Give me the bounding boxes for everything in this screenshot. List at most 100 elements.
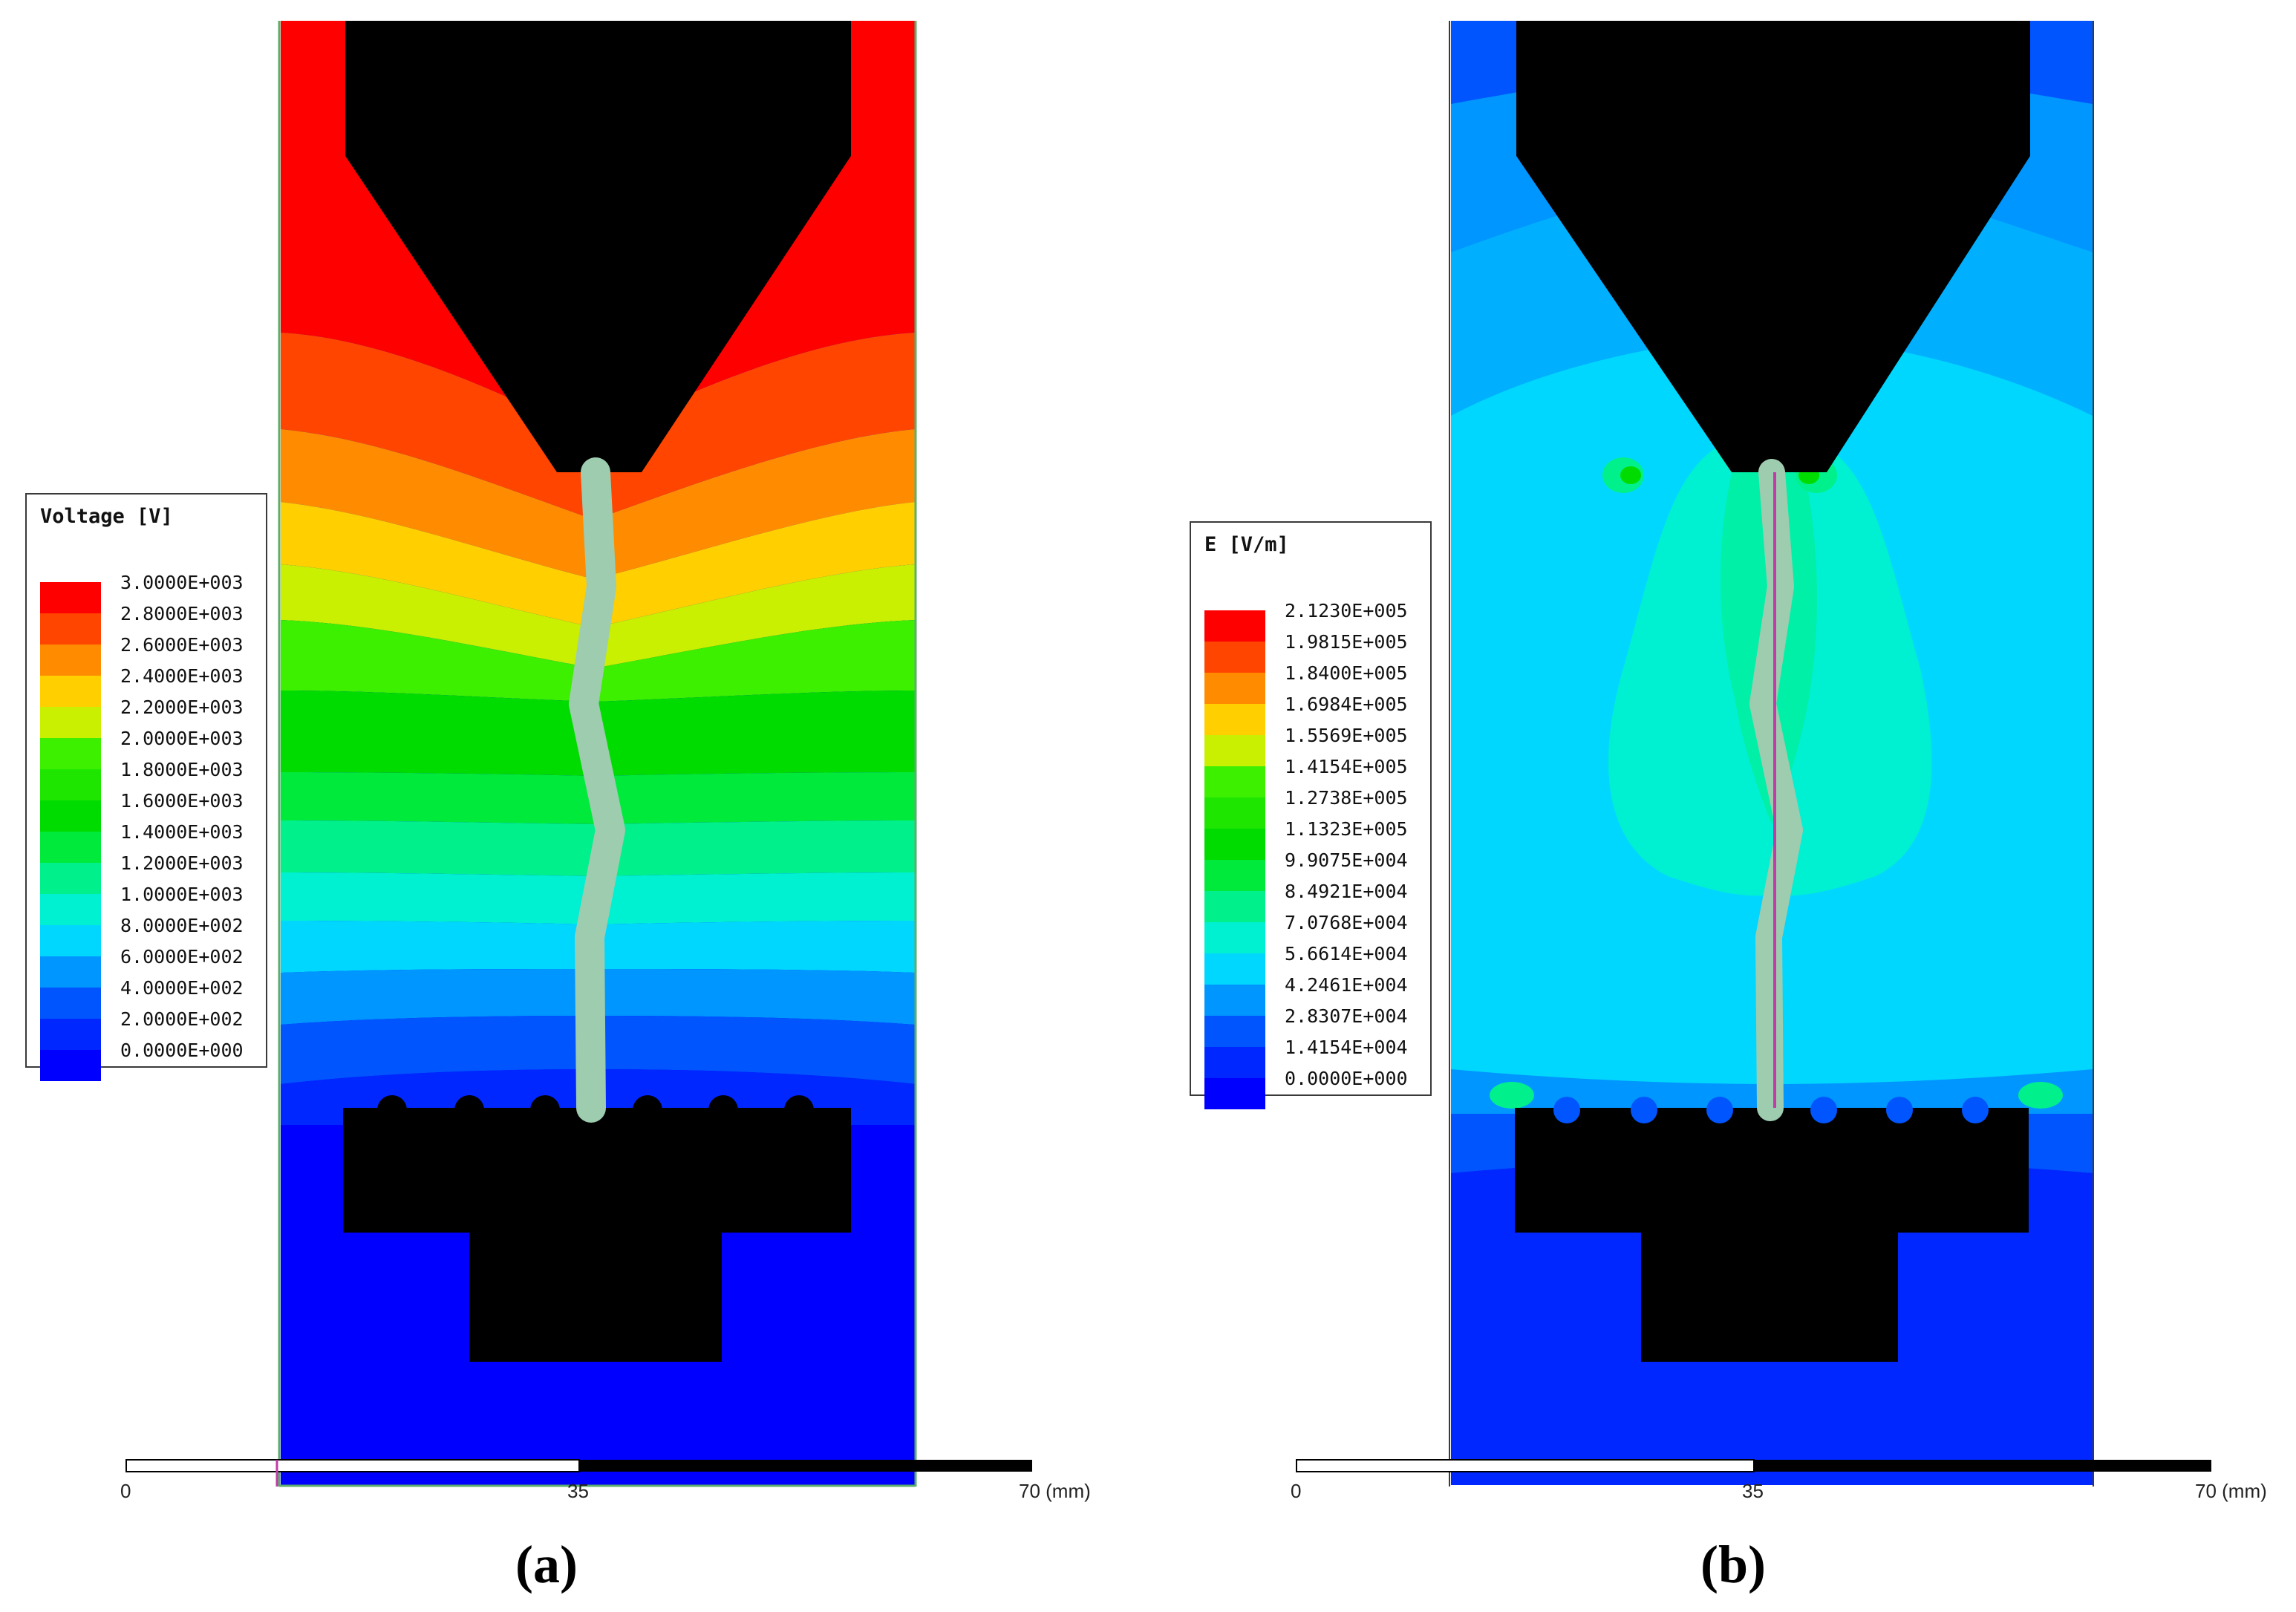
legend-row: 4.2461E+004 <box>1204 976 1427 1016</box>
legend-value: 1.0000E+003 <box>120 884 244 905</box>
legend-value: 2.0000E+002 <box>120 1008 244 1030</box>
legend-swatch <box>1204 610 1265 642</box>
discharge-channel <box>569 457 625 1123</box>
legend-row: 1.1323E+005 <box>1204 820 1427 860</box>
legend-value: 2.8000E+003 <box>120 603 244 624</box>
legend-swatch <box>40 707 101 738</box>
legend-row: 2.8307E+004 <box>1204 1007 1427 1047</box>
legend-value: 1.8400E+005 <box>1285 662 1408 684</box>
legend-value: 4.2461E+004 <box>1285 974 1408 996</box>
legend-swatch <box>40 1050 101 1081</box>
legend-swatch <box>40 832 101 863</box>
scale-tick-mid: 35 <box>1742 1480 1764 1502</box>
legend-swatch <box>40 676 101 707</box>
legend-value: 2.0000E+003 <box>120 728 244 749</box>
legend-row: 1.4154E+005 <box>1204 757 1427 797</box>
legend-row: 6.0000E+002 <box>40 947 263 988</box>
legend-row: 7.0768E+004 <box>1204 913 1427 953</box>
legend-row: 4.0000E+002 <box>40 979 263 1019</box>
legend-value: 5.6614E+004 <box>1285 943 1408 965</box>
legend-swatch <box>1204 829 1265 860</box>
legend-swatch <box>1204 891 1265 922</box>
legend-row: 2.2000E+003 <box>40 698 263 738</box>
legend-row: 8.0000E+002 <box>40 916 263 956</box>
legend-row: 1.9815E+005 <box>1204 633 1427 673</box>
legend-swatch <box>1204 673 1265 704</box>
legend-value: 1.2738E+005 <box>1285 787 1408 809</box>
legend-value: 9.9075E+004 <box>1285 849 1408 871</box>
voltage-field-plot <box>125 21 1032 1487</box>
legend-row: 1.4000E+003 <box>40 823 263 863</box>
legend-value: 1.4000E+003 <box>120 821 244 843</box>
legend-swatch <box>1204 922 1265 953</box>
legend-row: 3.0000E+003 <box>40 573 263 613</box>
legend-value: 1.9815E+005 <box>1285 631 1408 653</box>
legend-swatch <box>1204 735 1265 766</box>
legend-swatch <box>1204 1047 1265 1078</box>
legend-row: 2.1230E+005 <box>1204 601 1427 642</box>
legend-value: 2.4000E+003 <box>120 665 244 687</box>
legend-swatch <box>1204 642 1265 673</box>
legend-row: 1.8400E+005 <box>1204 664 1427 704</box>
legend-swatch <box>40 769 101 800</box>
legend-swatch <box>40 800 101 832</box>
bottom-electrode <box>1515 1108 2029 1362</box>
legend-swatch <box>40 894 101 925</box>
legend-swatch <box>1204 704 1265 735</box>
legend-row: 2.6000E+003 <box>40 636 263 676</box>
legend-row: 1.6000E+003 <box>40 792 263 832</box>
legend-swatch <box>40 582 101 613</box>
legend-swatch <box>40 956 101 988</box>
legend-swatch <box>1204 766 1265 797</box>
legend-value: 0.0000E+000 <box>120 1040 244 1061</box>
legend-swatch <box>40 645 101 676</box>
legend-swatch <box>1204 953 1265 985</box>
cone-electrode <box>1516 21 2030 472</box>
panel-voltage: Voltage [V] 3.0000E+003 2.8000E+003 2.6000… <box>25 21 1091 1594</box>
legend-value: 1.8000E+003 <box>120 759 244 780</box>
legend-row: 1.4154E+004 <box>1204 1038 1427 1078</box>
legend-row: 1.5569E+005 <box>1204 726 1427 766</box>
cone-electrode <box>345 21 851 472</box>
efield-legend: E [V/m] 2.1230E+005 1.9815E+005 1.8400E+00… <box>1190 521 1432 1109</box>
legend-rows: 3.0000E+003 2.8000E+003 2.6000E+003 2.4000E… <box>40 573 263 1087</box>
legend-row: 0.0000E+000 <box>40 1041 263 1081</box>
panel-caption: (b) <box>1700 1535 1766 1594</box>
legend-value: 2.8307E+004 <box>1285 1005 1408 1027</box>
legend-row: 5.6614E+004 <box>1204 944 1427 985</box>
legend-value: 0.0000E+000 <box>1285 1068 1408 1089</box>
legend-row: 1.2738E+005 <box>1204 789 1427 829</box>
legend-rows: 2.1230E+005 1.9815E+005 1.8400E+005 1.6984E… <box>1204 601 1427 1115</box>
legend-swatch <box>40 863 101 894</box>
legend-value: 1.5569E+005 <box>1285 725 1408 746</box>
legend-value: 1.2000E+003 <box>120 852 244 874</box>
legend-value: 4.0000E+002 <box>120 977 244 999</box>
legend-row: 1.6984E+005 <box>1204 695 1427 735</box>
legend-value: 8.4921E+004 <box>1285 881 1408 902</box>
legend-row: 2.4000E+003 <box>40 667 263 707</box>
legend-swatch <box>1204 797 1265 829</box>
legend-row: 0.0000E+000 <box>1204 1069 1427 1109</box>
voltage-legend: Voltage [V] 3.0000E+003 2.8000E+003 2.6000… <box>25 493 267 1081</box>
panel-electric-field: E [V/m] 2.1230E+005 1.9815E+005 1.8400E+00… <box>1148 0 2296 1612</box>
legend-row: 2.8000E+003 <box>40 604 263 645</box>
legend-value: 7.0768E+004 <box>1285 912 1408 933</box>
legend-value: 1.4154E+004 <box>1285 1037 1408 1058</box>
legend-row: 1.8000E+003 <box>40 760 263 800</box>
legend-row: 2.0000E+003 <box>40 729 263 769</box>
legend-row: 8.4921E+004 <box>1204 882 1427 922</box>
panel-caption: (a) <box>515 1535 578 1594</box>
legend-title: E [V/m] <box>1204 533 1289 556</box>
scale-tick-0: 0 <box>120 1480 131 1502</box>
legend-swatch <box>1204 860 1265 891</box>
legend-swatch <box>1204 1078 1265 1109</box>
legend-value: 3.0000E+003 <box>120 572 244 593</box>
legend-swatch <box>1204 1016 1265 1047</box>
legend-row: 1.2000E+003 <box>40 854 263 894</box>
legend-row: 2.0000E+002 <box>40 1010 263 1050</box>
legend-value: 1.4154E+005 <box>1285 756 1408 777</box>
scale-tick-end: 70 (mm) <box>2195 1480 2267 1502</box>
scale-tick-end: 70 (mm) <box>1019 1480 1091 1502</box>
legend-value: 8.0000E+002 <box>120 915 244 936</box>
